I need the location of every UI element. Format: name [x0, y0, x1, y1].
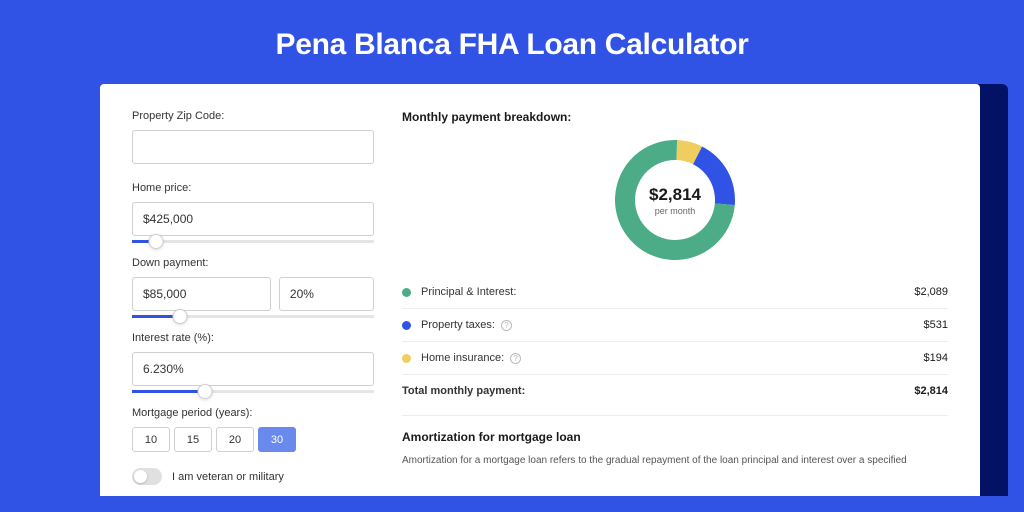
- zip-input[interactable]: [132, 130, 374, 164]
- breakdown-panel: Monthly payment breakdown: $2,814 per mo…: [374, 110, 948, 496]
- donut-sub: per month: [655, 206, 696, 216]
- legend-label: Principal & Interest:: [421, 286, 914, 298]
- down-payment-percent-input[interactable]: [279, 277, 374, 311]
- legend-label: Property taxes:?: [421, 319, 924, 331]
- calculator-card: Property Zip Code: Home price: Down paym…: [100, 84, 980, 496]
- amortization-section: Amortization for mortgage loan Amortizat…: [402, 415, 948, 468]
- zip-group: Property Zip Code:: [132, 110, 374, 164]
- legend-row: Property taxes:?$531: [402, 308, 948, 341]
- donut-center: $2,814 per month: [635, 160, 715, 240]
- home-price-group: Home price:: [132, 182, 374, 236]
- legend-row: Home insurance:?$194: [402, 341, 948, 374]
- legend-row: Principal & Interest:$2,089: [402, 276, 948, 308]
- info-icon[interactable]: ?: [501, 320, 512, 331]
- page-title: Pena Blanca FHA Loan Calculator: [0, 0, 1024, 84]
- amortization-text: Amortization for a mortgage loan refers …: [402, 454, 948, 468]
- slider-thumb[interactable]: [149, 234, 164, 249]
- toggle-knob: [134, 470, 147, 483]
- legend-value: $2,089: [914, 286, 948, 298]
- slider-thumb[interactable]: [197, 384, 212, 399]
- total-row: Total monthly payment: $2,814: [402, 374, 948, 409]
- veteran-toggle[interactable]: [132, 468, 162, 485]
- veteran-row: I am veteran or military: [132, 468, 374, 485]
- period-options: 10152030: [132, 427, 374, 452]
- legend-value: $194: [924, 352, 948, 364]
- zip-label: Property Zip Code:: [132, 110, 374, 122]
- amortization-title: Amortization for mortgage loan: [402, 430, 948, 444]
- period-option-20[interactable]: 20: [216, 427, 254, 452]
- outer-card: Property Zip Code: Home price: Down paym…: [100, 84, 1008, 496]
- legend-dot: [402, 321, 411, 330]
- total-value: $2,814: [914, 385, 948, 397]
- period-option-10[interactable]: 10: [132, 427, 170, 452]
- interest-input[interactable]: [132, 352, 374, 386]
- interest-slider[interactable]: [132, 390, 374, 393]
- down-payment-label: Down payment:: [132, 257, 374, 269]
- interest-label: Interest rate (%):: [132, 332, 374, 344]
- form-panel: Property Zip Code: Home price: Down paym…: [132, 110, 374, 496]
- info-icon[interactable]: ?: [510, 353, 521, 364]
- down-payment-amount-input[interactable]: [132, 277, 271, 311]
- period-option-30[interactable]: 30: [258, 427, 296, 452]
- period-option-15[interactable]: 15: [174, 427, 212, 452]
- legend: Principal & Interest:$2,089Property taxe…: [402, 276, 948, 374]
- down-payment-slider[interactable]: [132, 315, 374, 318]
- donut-chart: $2,814 per month: [402, 138, 948, 262]
- interest-group: Interest rate (%):: [132, 332, 374, 386]
- legend-value: $531: [924, 319, 948, 331]
- home-price-label: Home price:: [132, 182, 374, 194]
- legend-dot: [402, 288, 411, 297]
- total-label: Total monthly payment:: [402, 385, 914, 397]
- down-payment-group: Down payment:: [132, 257, 374, 311]
- legend-dot: [402, 354, 411, 363]
- veteran-label: I am veteran or military: [172, 471, 284, 483]
- home-price-input[interactable]: [132, 202, 374, 236]
- breakdown-title: Monthly payment breakdown:: [402, 110, 948, 124]
- donut-amount: $2,814: [649, 185, 701, 205]
- home-price-slider[interactable]: [132, 240, 374, 243]
- slider-thumb[interactable]: [173, 309, 188, 324]
- period-label: Mortgage period (years):: [132, 407, 374, 419]
- legend-label: Home insurance:?: [421, 352, 924, 364]
